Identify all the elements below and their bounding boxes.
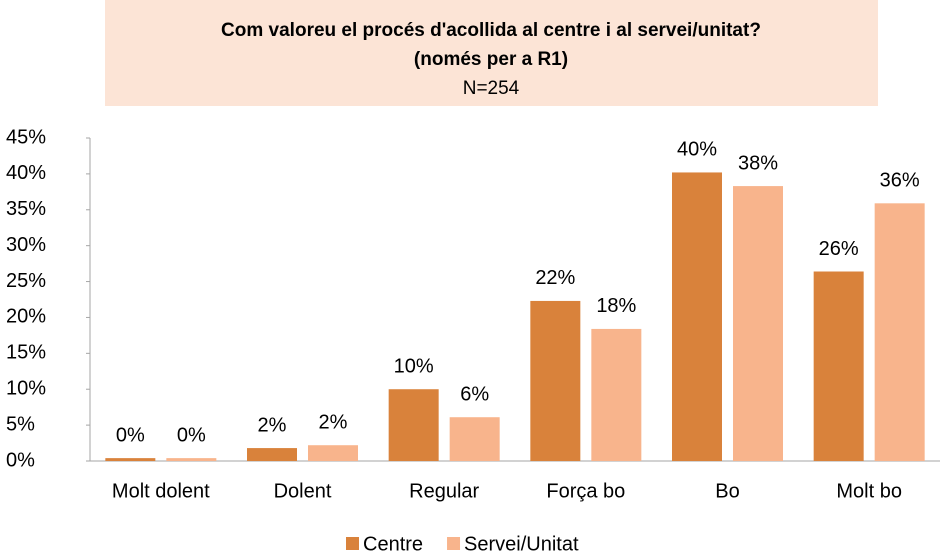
y-tick-label: 30% [6, 234, 46, 256]
x-tick-label: Força bo [546, 480, 625, 502]
y-tick-label: 15% [6, 342, 46, 364]
x-tick-label: Molt bo [836, 480, 902, 502]
bar [591, 328, 642, 461]
chart-subtitle: N=254 [463, 78, 520, 99]
legend-swatch [346, 537, 359, 550]
bar [388, 389, 439, 461]
y-tick-label: 45% [6, 126, 46, 148]
data-label: 22% [535, 267, 575, 289]
y-tick-label: 35% [6, 198, 46, 220]
bar [105, 458, 156, 461]
data-label: 0% [177, 424, 206, 446]
y-tick-label: 40% [6, 162, 46, 184]
x-tick-label: Molt dolent [112, 480, 210, 502]
bar [813, 271, 864, 461]
bar [530, 300, 581, 461]
data-label: 6% [460, 383, 489, 405]
y-tick-label: 10% [6, 378, 46, 400]
legend-swatch [447, 537, 461, 550]
x-tick-label: Regular [409, 480, 479, 502]
bar [247, 448, 297, 461]
data-label: 2% [319, 411, 348, 433]
y-tick-label: 25% [6, 270, 46, 292]
bar [672, 172, 722, 461]
title-box [105, 0, 878, 106]
y-tick-label: 20% [6, 306, 46, 328]
legend-label: Centre [363, 533, 423, 554]
bar [874, 203, 925, 461]
y-tick-label: 0% [6, 449, 35, 471]
chart-title: Com valoreu el procés d'acollida al cent… [221, 20, 761, 41]
data-label: 36% [880, 170, 920, 192]
legend-label: Servei/Unitat [464, 533, 579, 554]
data-label: 10% [394, 356, 434, 378]
x-tick-label: Bo [715, 480, 739, 502]
data-label: 40% [677, 139, 717, 161]
y-tick-label: 5% [6, 413, 35, 435]
data-label: 26% [819, 238, 859, 260]
data-label: 38% [738, 152, 778, 174]
bar [733, 186, 783, 461]
data-label: 18% [596, 295, 636, 317]
x-tick-label: Dolent [274, 480, 332, 502]
bar [308, 445, 358, 461]
chart-title: (només per a R1) [414, 49, 568, 70]
data-label: 0% [116, 424, 145, 446]
data-label: 2% [258, 414, 287, 436]
bar [166, 458, 217, 461]
bar [449, 417, 500, 461]
